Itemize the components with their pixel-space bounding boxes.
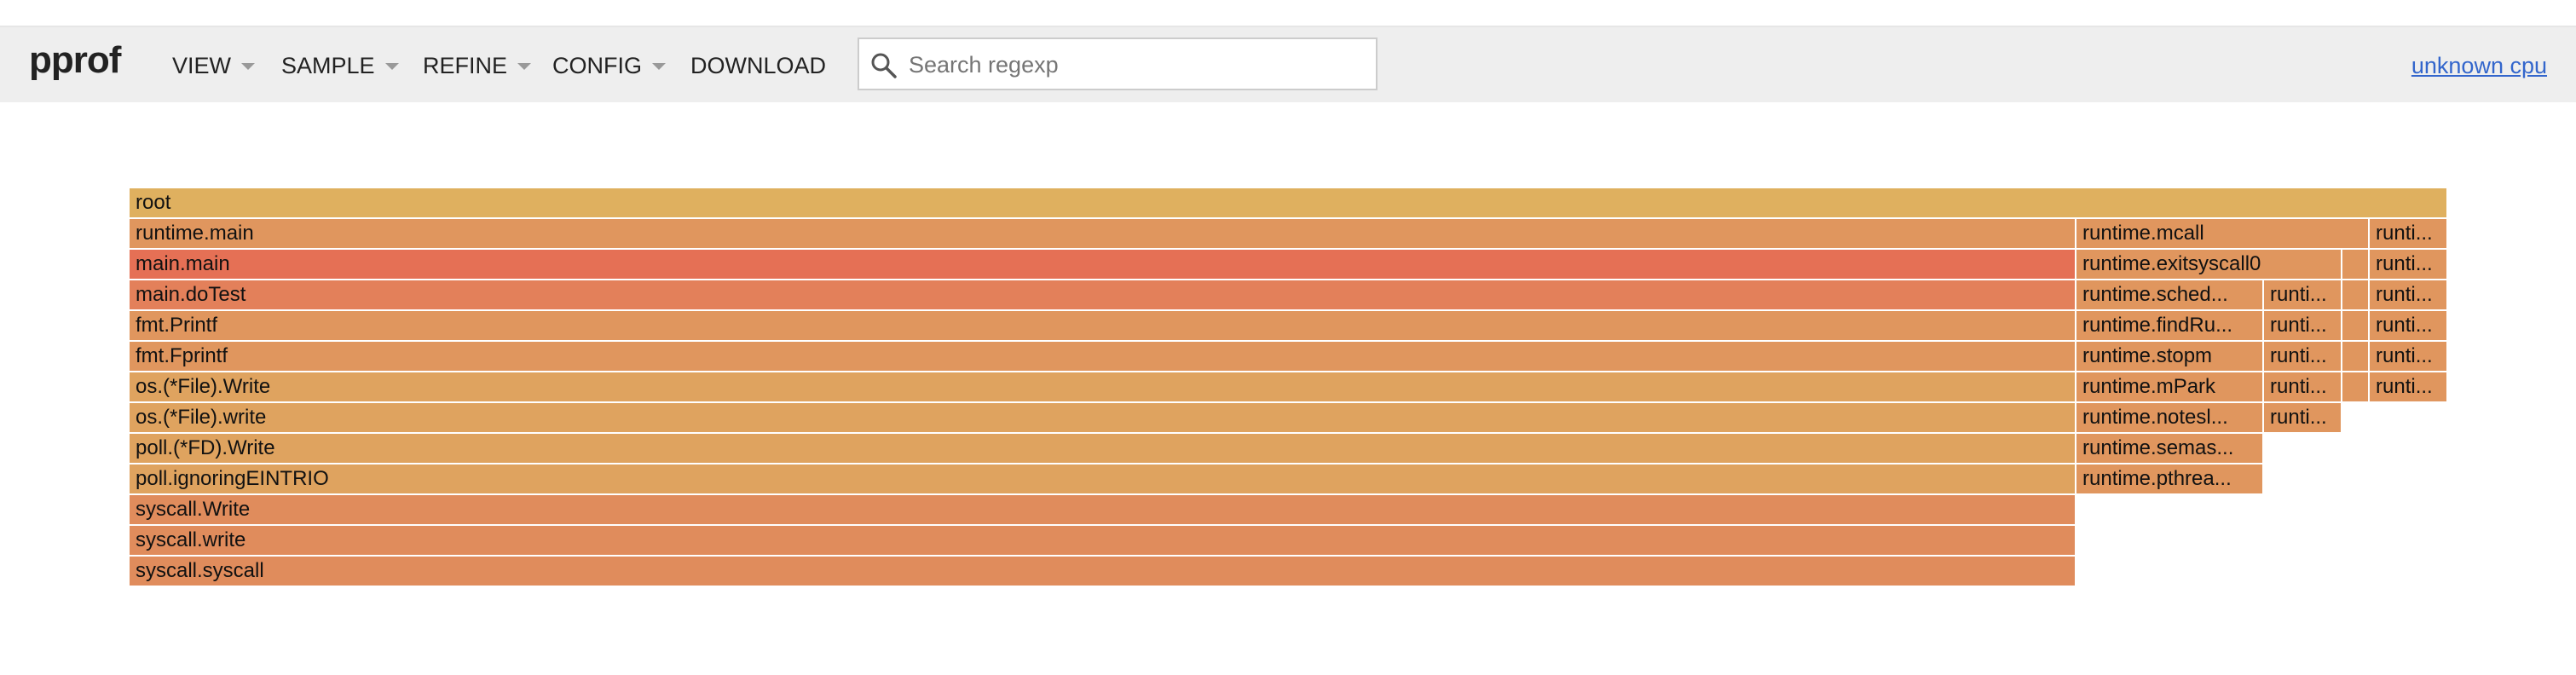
- flame-frame[interactable]: runti...: [2370, 372, 2448, 401]
- flame-frame[interactable]: main.doTest: [130, 280, 2076, 309]
- flame-frame[interactable]: syscall.Write: [130, 495, 2076, 524]
- flame-frame[interactable]: runtime.mcall: [2076, 219, 2370, 248]
- menu-download-label: DOWNLOAD: [690, 53, 827, 78]
- menu-sample-label: SAMPLE: [281, 53, 375, 78]
- flame-frame[interactable]: runtime.pthrea...: [2076, 464, 2264, 493]
- flame-frame[interactable]: poll.(*FD).Write: [130, 434, 2076, 463]
- menu-refine[interactable]: REFINE: [423, 53, 532, 79]
- menu-config[interactable]: CONFIG: [552, 53, 666, 79]
- flame-frame[interactable]: runti...: [2370, 311, 2448, 340]
- flame-frame[interactable]: runtime.sched...: [2076, 280, 2264, 309]
- flame-frame[interactable]: runtime.stopm: [2076, 342, 2264, 371]
- flame-frame[interactable]: syscall.syscall: [130, 557, 2076, 586]
- menu-sample[interactable]: SAMPLE: [281, 53, 399, 79]
- flame-frame[interactable]: runti...: [2264, 372, 2342, 401]
- search-icon: [871, 53, 897, 78]
- flame-frame[interactable]: runti...: [2264, 342, 2342, 371]
- flame-frame[interactable]: runti...: [2370, 219, 2448, 248]
- menu-view-label: VIEW: [172, 53, 232, 78]
- unknown-cpu-link[interactable]: unknown cpu: [2411, 53, 2547, 78]
- flame-frame[interactable]: runtime.main: [130, 219, 2076, 248]
- chevron-down-icon: [241, 62, 256, 70]
- flame-frame[interactable]: runti...: [2370, 280, 2448, 309]
- flame-frame[interactable]: runtime.mPark: [2076, 372, 2264, 401]
- flame-frame[interactable]: runti...: [2370, 342, 2448, 371]
- chevron-down-icon: [517, 62, 532, 70]
- menu-config-label: CONFIG: [552, 53, 642, 78]
- menu-download[interactable]: DOWNLOAD: [690, 53, 826, 79]
- menu-view[interactable]: VIEW: [172, 53, 256, 79]
- flame-frame[interactable]: runtime.semas...: [2076, 434, 2264, 463]
- flame-frame[interactable]: os.(*File).write: [130, 403, 2076, 432]
- flame-frame[interactable]: runti...: [2264, 403, 2342, 432]
- flame-frame[interactable]: [2342, 280, 2370, 309]
- flame-frame-root[interactable]: root: [130, 188, 2448, 217]
- flame-frame[interactable]: [2342, 342, 2370, 371]
- pprof-logo: pprof: [29, 39, 121, 81]
- flame-frame[interactable]: runtime.findRu...: [2076, 311, 2264, 340]
- flame-frame[interactable]: poll.ignoringEINTRIO: [130, 464, 2076, 493]
- flame-frame[interactable]: fmt.Fprintf: [130, 342, 2076, 371]
- flame-frame[interactable]: runtime.notesl...: [2076, 403, 2264, 432]
- browser-top-strip: [0, 0, 2576, 27]
- flame-frame[interactable]: runti...: [2264, 311, 2342, 340]
- flame-frame[interactable]: runtime.exitsyscall0: [2076, 250, 2342, 279]
- flame-frame[interactable]: fmt.Printf: [130, 311, 2076, 340]
- flame-frame[interactable]: os.(*File).Write: [130, 372, 2076, 401]
- flame-frame[interactable]: runti...: [2370, 250, 2448, 279]
- chevron-down-icon: [652, 62, 666, 70]
- flame-frame[interactable]: runti...: [2264, 280, 2342, 309]
- flame-frame[interactable]: [2342, 250, 2370, 279]
- menu-refine-label: REFINE: [423, 53, 508, 78]
- pprof-header: pprof VIEW SAMPLE REFINE CONFIG DOWNLOAD…: [0, 27, 2576, 102]
- search-input[interactable]: [907, 48, 1371, 82]
- flame-frame[interactable]: main.main: [130, 250, 2076, 279]
- search-box: [858, 38, 1378, 90]
- flame-frame[interactable]: [2342, 311, 2370, 340]
- flame-frame[interactable]: [2342, 372, 2370, 401]
- chevron-down-icon: [384, 62, 399, 70]
- flame-frame[interactable]: syscall.write: [130, 526, 2076, 555]
